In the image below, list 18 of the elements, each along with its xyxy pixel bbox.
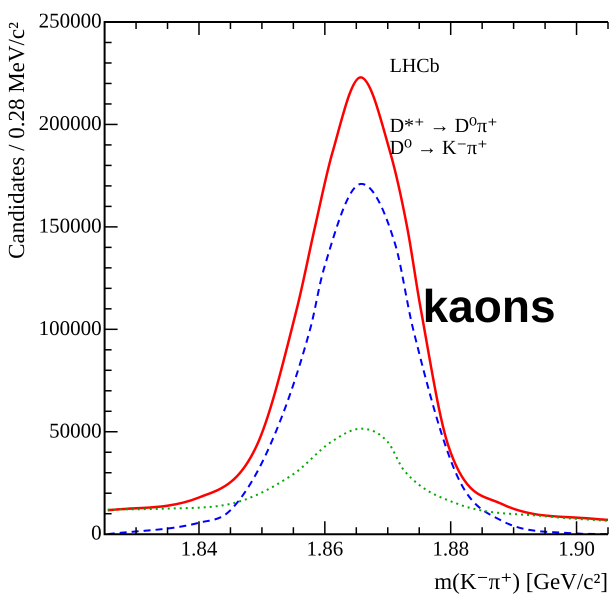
y-tick-label: 50000 bbox=[49, 418, 102, 442]
x-tick-label: 1.84 bbox=[180, 536, 218, 560]
y-tick-label: 150000 bbox=[38, 213, 102, 238]
annotation: D*⁺ → D⁰π⁺ bbox=[390, 115, 498, 137]
y-tick-label: 250000 bbox=[38, 8, 102, 33]
annotation: kaons bbox=[422, 280, 556, 332]
x-tick-label: 1.90 bbox=[558, 536, 595, 560]
y-tick-label: 0 bbox=[91, 520, 102, 545]
x-tick-label: 1.86 bbox=[306, 536, 344, 560]
x-tick-label: 1.88 bbox=[432, 536, 470, 560]
y-axis-title: Candidates / 0.28 MeV/c² bbox=[4, 22, 29, 259]
annotation: LHCb bbox=[390, 55, 440, 77]
y-tick-label: 100000 bbox=[38, 316, 102, 340]
x-axis-title: m(K⁻π⁺) [GeV/c²] bbox=[434, 569, 608, 594]
line-series bbox=[106, 76, 608, 522]
line-series bbox=[106, 428, 608, 522]
annotation: D⁰ → K⁻π⁺ bbox=[390, 137, 488, 159]
y-tick-label: 200000 bbox=[38, 110, 102, 135]
